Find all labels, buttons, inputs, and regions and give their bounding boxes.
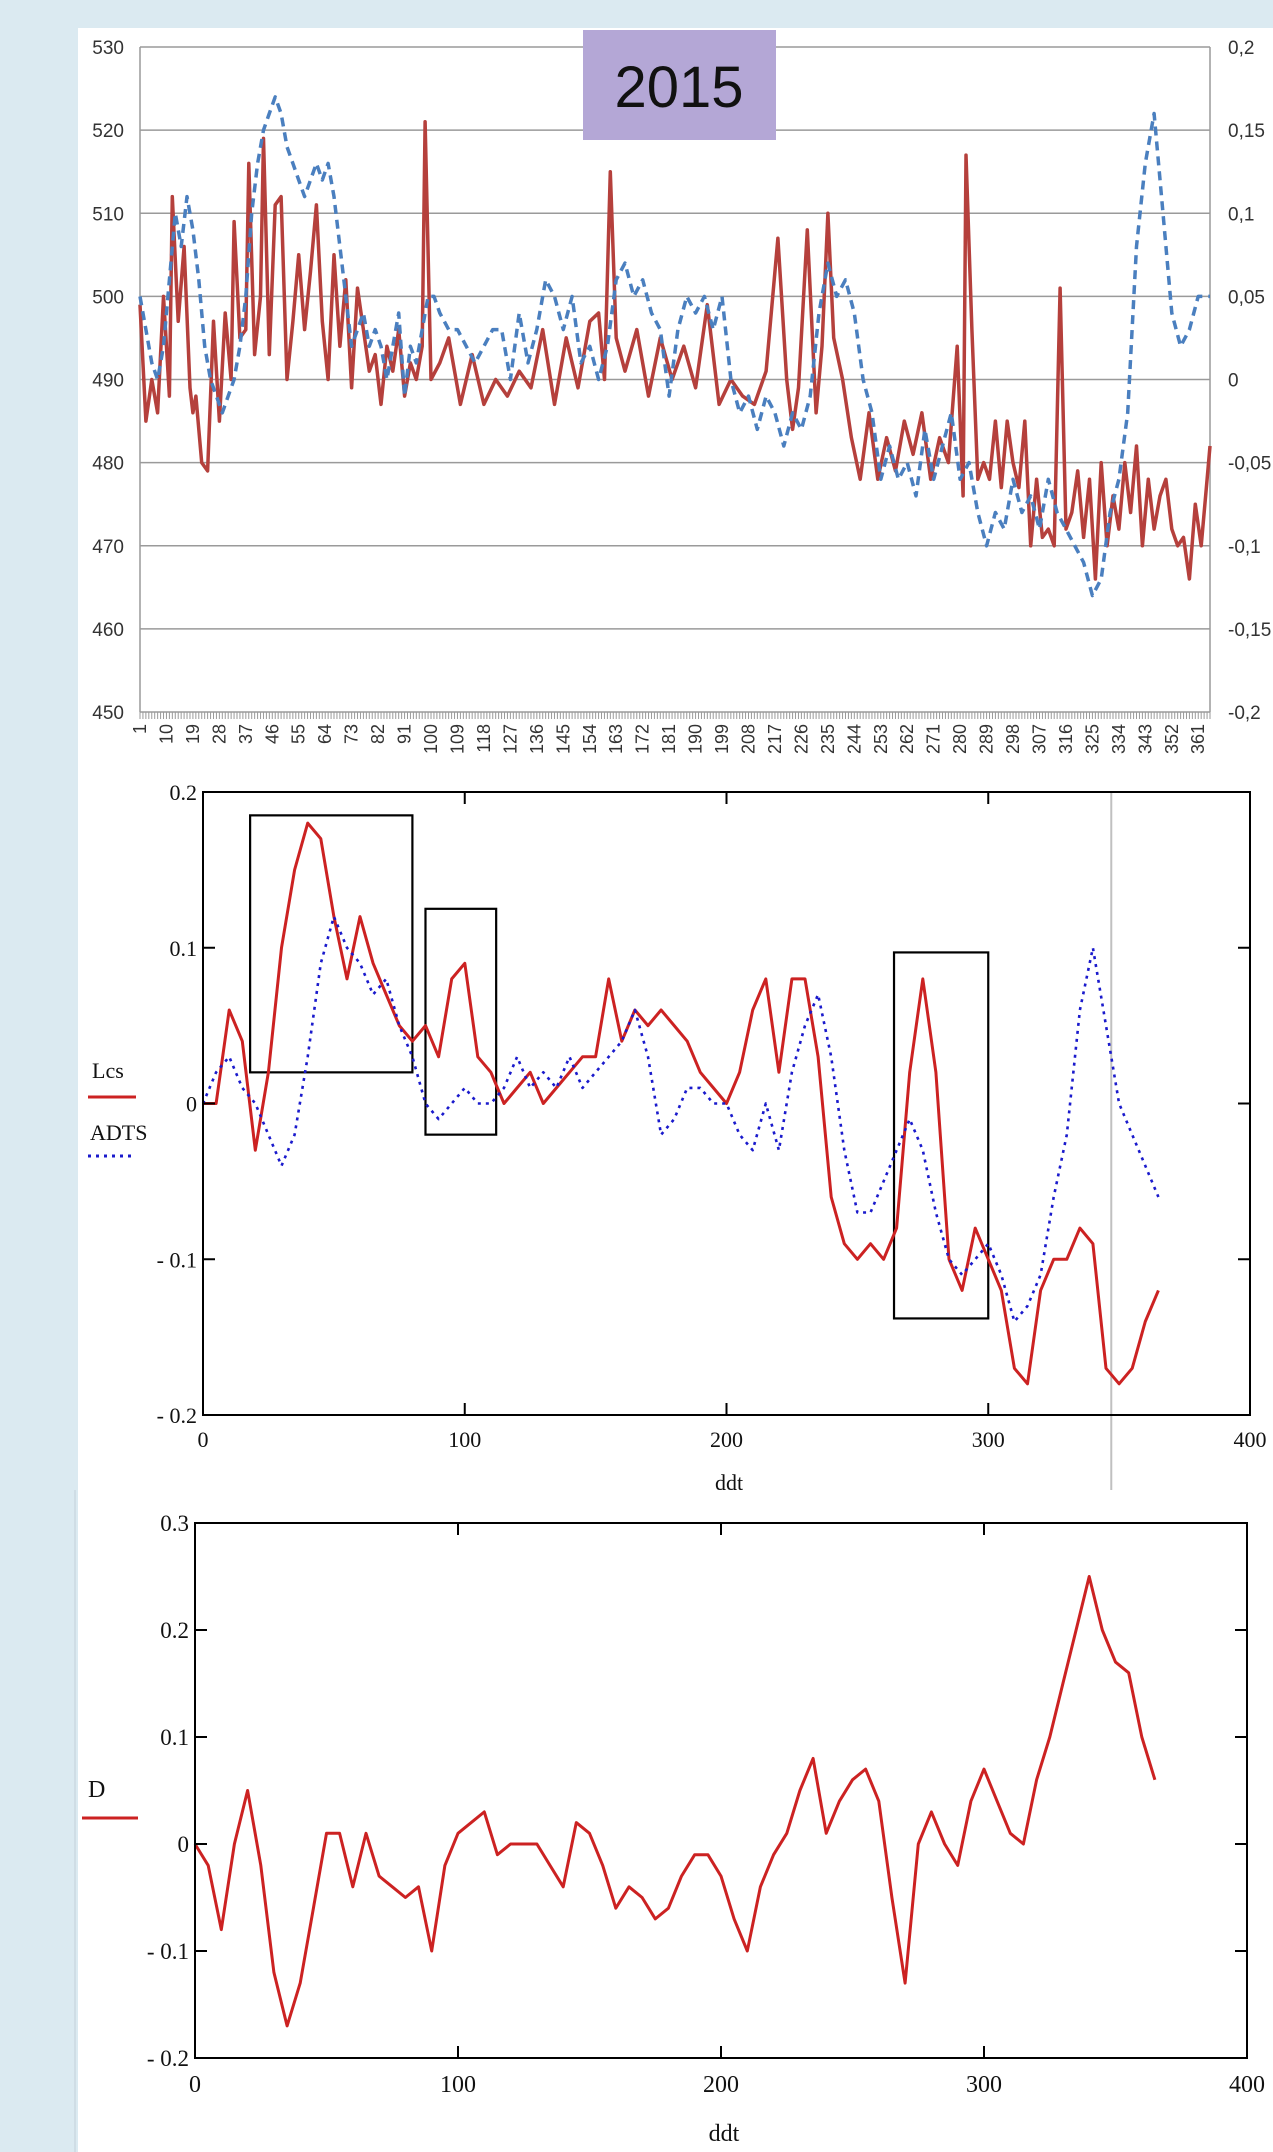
top-chart-panel [78,28,1273,770]
middle-chart-panel [78,770,1273,1490]
bottom-chart-panel [78,1490,1273,2152]
